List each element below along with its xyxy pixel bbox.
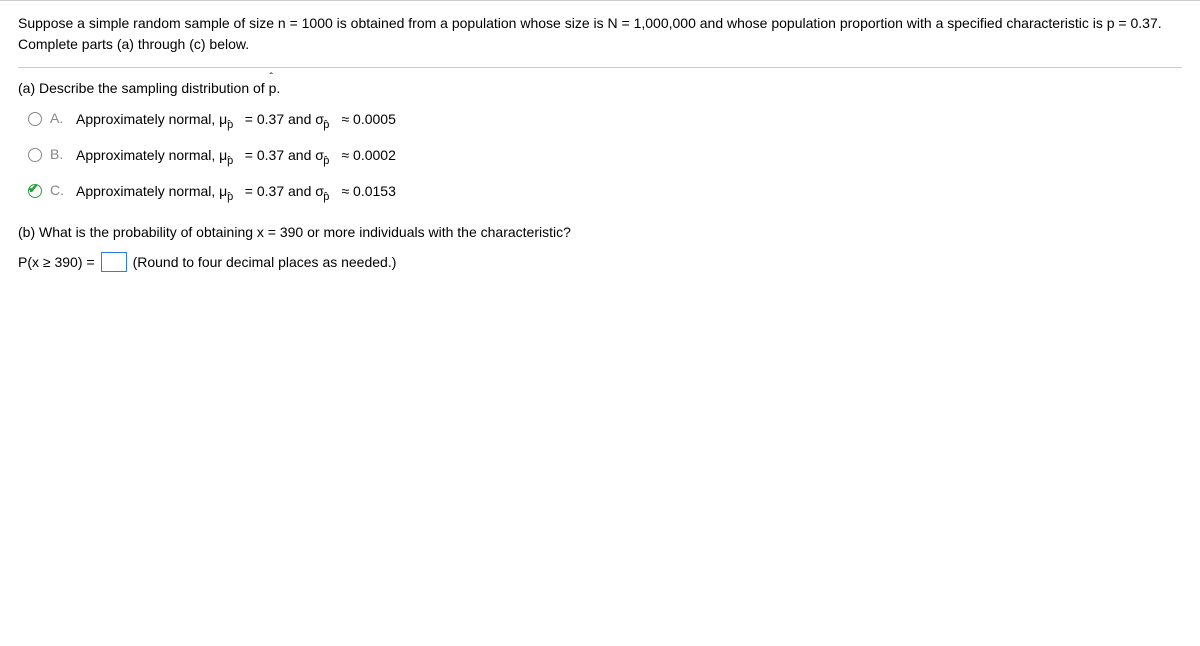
sub-p: p	[227, 118, 233, 132]
eq1: = 0.37 and	[241, 183, 315, 199]
problem-statement: Suppose a simple random sample of size n…	[18, 13, 1182, 68]
option-a[interactable]: A. Approximately normal, μˆp = 0.37 and …	[28, 110, 1182, 132]
part-a-suffix: .	[276, 80, 280, 96]
sigma-phat: σˆp	[315, 146, 327, 168]
option-letter: A.	[50, 110, 68, 126]
mu-phat: μˆp	[219, 146, 231, 168]
question-container: Suppose a simple random sample of size n…	[0, 0, 1200, 284]
part-b: (b) What is the probability of obtaining…	[18, 224, 1182, 272]
sub-p: p	[323, 190, 329, 204]
eq1: = 0.37 and	[241, 111, 315, 127]
sigma-phat: σˆp	[315, 182, 327, 204]
option-letter: C.	[50, 182, 68, 198]
sigma-phat: σˆp	[315, 110, 327, 132]
option-c[interactable]: C. Approximately normal, μˆp = 0.37 and …	[28, 182, 1182, 204]
radio-a[interactable]	[28, 112, 42, 126]
text-prefix: Approximately normal,	[76, 111, 219, 127]
sub-p: p	[227, 190, 233, 204]
radio-c[interactable]	[28, 184, 42, 198]
mu-phat: μˆp	[219, 110, 231, 132]
answer-hint: (Round to four decimal places as needed.…	[133, 254, 397, 270]
eq2: ≈ 0.0005	[338, 111, 396, 127]
hat-symbol: ˆ	[270, 72, 273, 83]
option-text: Approximately normal, μˆp = 0.37 and σˆp…	[76, 146, 396, 168]
text-prefix: Approximately normal,	[76, 183, 219, 199]
eq2: ≈ 0.0153	[338, 183, 396, 199]
options-list: A. Approximately normal, μˆp = 0.37 and …	[28, 110, 1182, 204]
answer-prefix: P(x ≥ 390) =	[18, 254, 95, 270]
option-text: Approximately normal, μˆp = 0.37 and σˆp…	[76, 110, 396, 132]
radio-b[interactable]	[28, 148, 42, 162]
answer-input[interactable]	[101, 252, 127, 272]
p-hat: ˆp	[269, 80, 277, 96]
part-a-label: (a) Describe the sampling distribution o…	[18, 80, 1182, 96]
option-letter: B.	[50, 146, 68, 162]
sub-p: p	[323, 118, 329, 132]
option-b[interactable]: B. Approximately normal, μˆp = 0.37 and …	[28, 146, 1182, 168]
sub-p: p	[227, 154, 233, 168]
eq2: ≈ 0.0002	[338, 147, 396, 163]
mu-phat: μˆp	[219, 182, 231, 204]
sub-p: p	[323, 154, 329, 168]
text-prefix: Approximately normal,	[76, 147, 219, 163]
option-text: Approximately normal, μˆp = 0.37 and σˆp…	[76, 182, 396, 204]
eq1: = 0.37 and	[241, 147, 315, 163]
answer-line: P(x ≥ 390) = (Round to four decimal plac…	[18, 252, 1182, 272]
part-b-label: (b) What is the probability of obtaining…	[18, 224, 1182, 240]
part-a-prefix: (a) Describe the sampling distribution o…	[18, 80, 269, 96]
